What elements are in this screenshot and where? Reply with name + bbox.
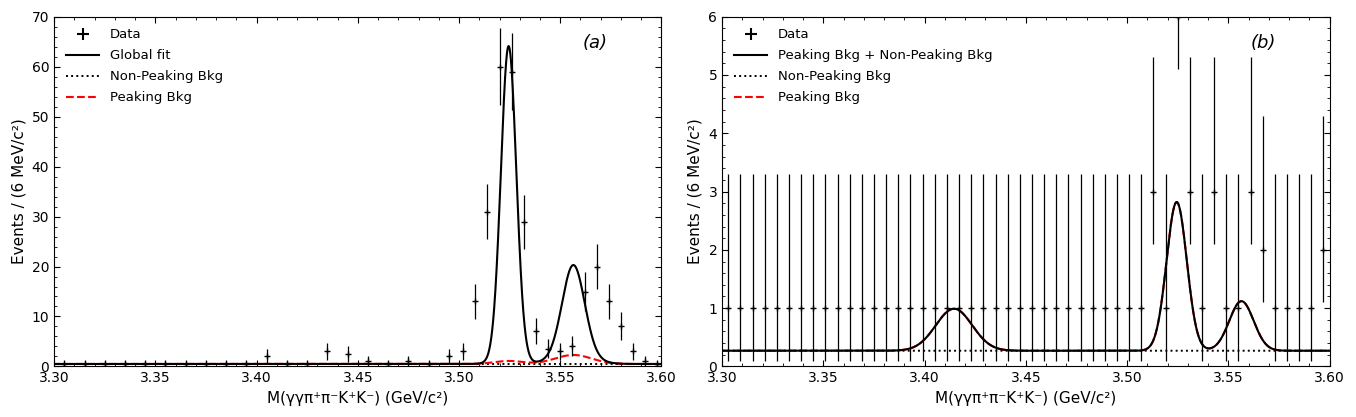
Y-axis label: Events / (6 MeV/c²): Events / (6 MeV/c²) bbox=[11, 119, 26, 264]
Text: (b): (b) bbox=[1250, 34, 1276, 52]
X-axis label: M(γγπ⁺π⁻K⁺K⁻) (GeV/c²): M(γγπ⁺π⁻K⁺K⁻) (GeV/c²) bbox=[936, 391, 1116, 406]
Y-axis label: Events / (6 MeV/c²): Events / (6 MeV/c²) bbox=[687, 119, 702, 264]
Legend: Data, Global fit, Non-Peaking Bkg, Peaking Bkg: Data, Global fit, Non-Peaking Bkg, Peaki… bbox=[61, 23, 228, 110]
X-axis label: M(γγπ⁺π⁻K⁺K⁻) (GeV/c²): M(γγπ⁺π⁻K⁺K⁻) (GeV/c²) bbox=[267, 391, 449, 406]
Text: (a): (a) bbox=[583, 34, 607, 52]
Legend: Data, Peaking Bkg + Non-Peaking Bkg, Non-Peaking Bkg, Peaking Bkg: Data, Peaking Bkg + Non-Peaking Bkg, Non… bbox=[728, 23, 998, 110]
